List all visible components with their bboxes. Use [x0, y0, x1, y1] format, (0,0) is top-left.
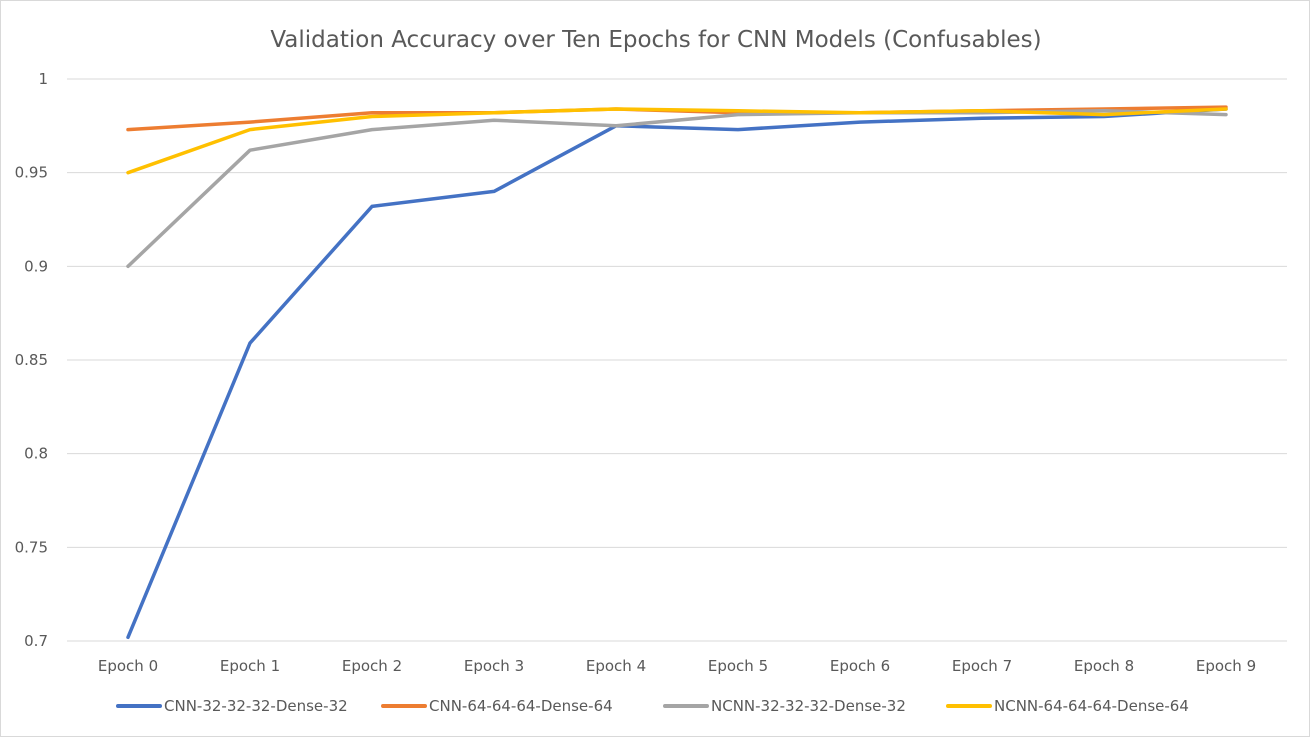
x-tick-label: Epoch 4 — [586, 657, 646, 675]
x-axis-ticks: Epoch 0 Epoch 1 Epoch 2 Epoch 3 Epoch 4 Epoch… — [98, 657, 1256, 675]
x-tick-label: Epoch 2 — [342, 657, 402, 675]
series-lines — [128, 107, 1226, 637]
y-tick-label: 0.75 — [15, 538, 48, 556]
series-line — [128, 109, 1226, 637]
y-tick-label: 0.8 — [24, 445, 48, 463]
y-tick-label: 0.9 — [24, 257, 48, 275]
x-tick-label: Epoch 7 — [952, 657, 1012, 675]
y-tick-label: 0.7 — [24, 632, 48, 650]
x-tick-label: Epoch 6 — [830, 657, 890, 675]
y-tick-label: 0.85 — [15, 351, 48, 369]
y-tick-label: 0.95 — [15, 164, 48, 182]
legend-item: NCNN-32-32-32-Dense-32 — [665, 697, 906, 715]
legend-item: CNN-32-32-32-Dense-32 — [118, 697, 348, 715]
x-tick-label: Epoch 9 — [1196, 657, 1256, 675]
x-tick-label: Epoch 3 — [464, 657, 524, 675]
x-tick-label: Epoch 0 — [98, 657, 158, 675]
chart-title: Validation Accuracy over Ten Epochs for … — [270, 27, 1041, 53]
y-axis-ticks: 0.7 0.75 0.8 0.85 0.9 0.95 1 — [15, 70, 48, 650]
legend-item: CNN-64-64-64-Dense-64 — [383, 697, 613, 715]
legend-item: NCNN-64-64-64-Dense-64 — [948, 697, 1189, 715]
x-tick-label: Epoch 8 — [1074, 657, 1134, 675]
series-1 — [128, 109, 1226, 637]
gridlines — [67, 79, 1287, 641]
legend-label: NCNN-32-32-32-Dense-32 — [711, 697, 906, 715]
x-tick-label: Epoch 5 — [708, 657, 768, 675]
series-line — [128, 111, 1226, 266]
x-tick-label: Epoch 1 — [220, 657, 280, 675]
series-3 — [128, 111, 1226, 267]
legend: CNN-32-32-32-Dense-32 CNN-64-64-64-Dense-… — [118, 697, 1189, 715]
legend-label: NCNN-64-64-64-Dense-64 — [994, 697, 1189, 715]
legend-label: CNN-64-64-64-Dense-64 — [429, 697, 613, 715]
legend-label: CNN-32-32-32-Dense-32 — [164, 697, 348, 715]
y-tick-label: 1 — [38, 70, 48, 88]
